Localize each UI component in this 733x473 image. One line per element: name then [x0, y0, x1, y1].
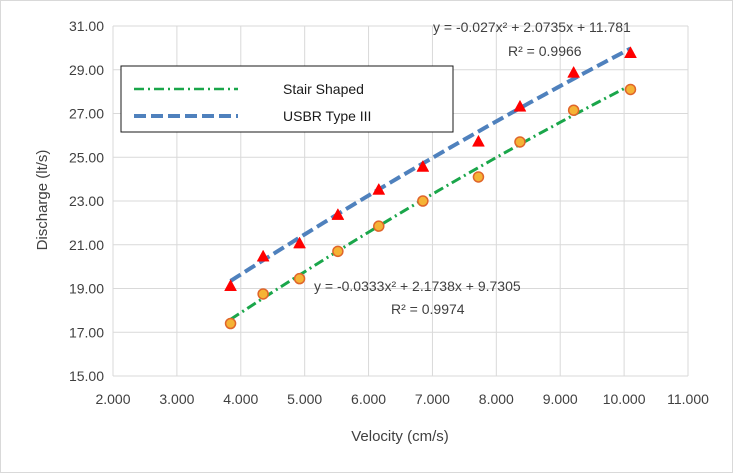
x-tick-label: 11.000	[667, 391, 709, 407]
data-point-stair-shaped	[257, 288, 269, 300]
legend-box	[120, 65, 454, 133]
legend-label-stair-shaped: Stair Shaped	[283, 81, 364, 97]
usbr-equation-label: y = -0.027x² + 2.0735x + 11.781	[433, 19, 631, 35]
data-point-stair-shaped	[472, 171, 485, 183]
y-tick-label: 15.00	[69, 368, 104, 384]
x-tick-label: 8.000	[479, 391, 514, 407]
data-point-stair-shaped	[373, 220, 385, 232]
x-tick-label: 5.000	[287, 391, 322, 407]
x-tick-label: 10.000	[603, 391, 646, 407]
data-point-stair-shaped	[224, 317, 237, 330]
data-point-usbr-type-iii	[224, 279, 237, 291]
usbr-r2-label: R² = 0.9966	[508, 43, 582, 59]
data-point-usbr-type-iii	[513, 99, 527, 112]
y-tick-label: 23.00	[69, 193, 104, 209]
axes: 15.00 17.00 19.00 21.00 23.00 25.00 27.00 29.00…	[69, 18, 709, 407]
y-tick-label: 29.00	[69, 62, 104, 78]
data-points	[224, 46, 637, 330]
trendline-stair-shaped	[229, 83, 632, 321]
data-point-stair-shaped	[624, 83, 637, 96]
data-point-usbr-type-iii	[567, 65, 581, 78]
x-tick-label: 9.000	[543, 391, 578, 407]
stair-equation-label: y = -0.0333x² + 2.1738x + 9.7305	[314, 278, 521, 294]
y-tick-label: 27.00	[69, 106, 104, 122]
data-point-usbr-type-iii	[293, 236, 306, 249]
x-tick-label: 3.000	[159, 391, 194, 407]
y-tick-label: 17.00	[69, 324, 104, 340]
legend-label-usbr-type-iii: USBR Type III	[283, 108, 371, 124]
y-tick-label: 25.00	[69, 149, 104, 165]
x-tick-label: 2.000	[95, 391, 130, 407]
trendline-usbr-type-iii	[229, 46, 632, 283]
y-tick-label: 21.00	[69, 237, 104, 253]
stair-r2-label: R² = 0.9974	[391, 301, 465, 317]
data-point-usbr-type-iii	[372, 182, 386, 195]
data-point-stair-shaped	[514, 136, 526, 148]
y-tick-label: 19.00	[69, 281, 104, 297]
y-axis-title: Discharge (lt/s)	[34, 150, 51, 251]
data-point-usbr-type-iii	[256, 249, 270, 262]
x-tick-label: 4.000	[223, 391, 258, 407]
data-point-stair-shaped	[417, 195, 429, 207]
y-tick-label: 31.00	[69, 18, 104, 34]
data-point-usbr-type-iii	[624, 46, 637, 58]
x-tick-label: 7.000	[415, 391, 450, 407]
data-point-stair-shaped	[332, 245, 344, 258]
data-point-stair-shaped	[293, 272, 306, 285]
data-point-usbr-type-iii	[472, 134, 485, 147]
trendlines	[229, 46, 632, 321]
x-tick-label: 6.000	[351, 391, 386, 407]
x-axis-title: Velocity (cm/s)	[351, 428, 449, 445]
data-point-usbr-type-iii	[416, 159, 430, 172]
legend: Stair Shaped USBR Type III	[120, 65, 454, 133]
data-point-stair-shaped	[567, 104, 580, 116]
data-point-usbr-type-iii	[331, 208, 345, 220]
